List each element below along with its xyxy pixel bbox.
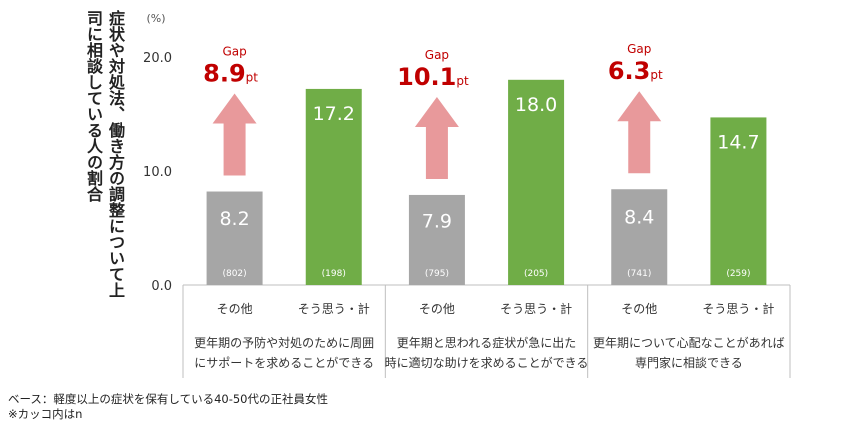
- bar-value-label: 17.2: [313, 103, 355, 125]
- footnote-base: ベース：軽度以上の症状を保有している40-50代の正社員女性: [8, 392, 328, 406]
- bar-agree: [508, 79, 565, 285]
- series-label: そう思う・計: [500, 301, 572, 316]
- bar-value-label: 7.9: [422, 210, 452, 232]
- category-label: 更年期について心配なことがあれば: [593, 335, 785, 350]
- gap-label: Gap: [627, 42, 651, 56]
- gap-value: 10.1pt: [397, 63, 469, 91]
- gap-arrow: [414, 96, 459, 179]
- category-label: 更年期と思われる症状が急に出た: [397, 335, 576, 350]
- y-axis-unit: (%): [146, 12, 165, 25]
- gap-label: Gap: [425, 48, 449, 62]
- bar-value-label: 8.4: [624, 207, 654, 229]
- y-axis-title: 症状や対処法、働き方の調整について上司に相談している人の割合: [84, 10, 125, 298]
- bar-n-label: (259): [726, 269, 750, 279]
- bar-value-label: 8.2: [219, 208, 249, 230]
- gap-arrow: [617, 91, 662, 174]
- series-label: そう思う・計: [298, 301, 370, 316]
- series-label: その他: [621, 302, 657, 316]
- bar-other: [611, 189, 668, 285]
- series-label: その他: [217, 302, 253, 316]
- series-label: その他: [419, 302, 455, 316]
- bar-n-label: (795): [425, 269, 449, 279]
- bar-value-label: 18.0: [515, 94, 557, 116]
- gap-value: 8.9pt: [203, 60, 258, 88]
- bar-agree: [710, 117, 767, 285]
- y-tick-label: 20.0: [143, 51, 172, 66]
- bar-n-label: (741): [627, 269, 651, 279]
- bar-n-label: (802): [222, 269, 246, 279]
- series-label: そう思う・計: [702, 301, 774, 316]
- bar-other: [206, 191, 263, 285]
- gap-label: Gap: [222, 45, 246, 59]
- bar-n-label: (198): [322, 269, 346, 279]
- gap-value: 6.3pt: [608, 57, 663, 85]
- bar-value-label: 14.7: [717, 131, 759, 153]
- category-label: 更年期の予防や対処のために周囲: [194, 335, 374, 350]
- category-label: 専門家に相談できる: [635, 355, 743, 370]
- bar-n-label: (205): [524, 269, 548, 279]
- bar-agree: [305, 88, 362, 285]
- y-tick-label: 10.0: [143, 165, 172, 180]
- y-tick-label: 0.0: [151, 279, 172, 294]
- category-label: にサポートを求めることができる: [194, 355, 374, 370]
- bar-other: [408, 194, 465, 285]
- gap-arrow: [212, 93, 257, 176]
- footnote-n: ※カッコ内はn: [8, 407, 83, 421]
- category-label: 時に適切な助けを求めることができる: [385, 355, 589, 370]
